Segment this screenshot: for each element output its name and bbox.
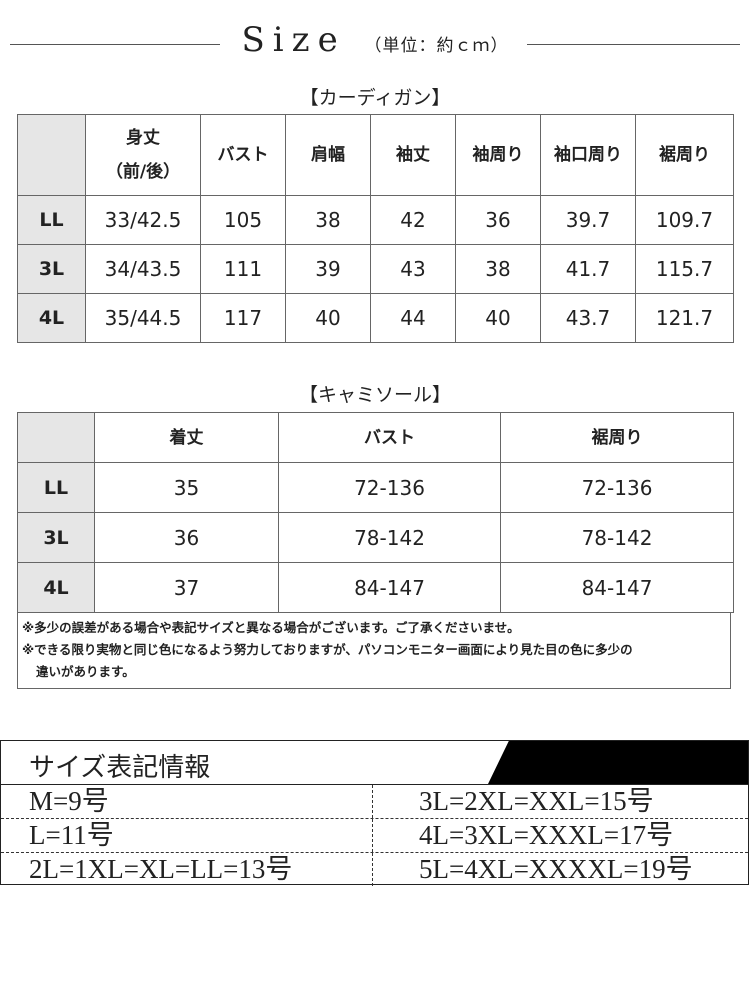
column-header: 裾周り — [635, 114, 734, 196]
table-cell: 115.7 — [635, 244, 734, 294]
header-arrow-decoration — [488, 741, 748, 784]
table-cell: 43.7 — [540, 293, 636, 343]
note: ※多少の誤差がある場合や表記サイズと異なる場合がございます。ご了承くださいませ。 — [22, 620, 520, 635]
corner-cell — [17, 114, 86, 196]
size-label: LL — [17, 195, 86, 245]
camisole-size-table: 着丈 バスト 裾周り LL 35 72-136 72-136 3L 36 78-142 78-142… — [17, 412, 734, 613]
table-cell: 84-147 — [500, 562, 734, 613]
table-cell: 35/44.5 — [85, 293, 201, 343]
size-label: LL — [17, 462, 95, 513]
size-info-row: M=9号 3L=2XL=XXL=15号 — [1, 785, 748, 819]
size-equivalence: L=11号 — [29, 820, 114, 850]
table-cell: 37 — [94, 562, 279, 613]
divider — [527, 44, 740, 45]
size-info-row: 2L=1XL=XL=LL=13号 5L=4XL=XXXXL=19号 — [1, 853, 748, 886]
column-header: 着丈 — [94, 412, 279, 463]
size-label: 4L — [17, 293, 86, 343]
table-cell: 36 — [455, 195, 541, 245]
table-cell: 111 — [200, 244, 286, 294]
column-header: 身丈 （前/後） — [85, 114, 201, 196]
cardigan-title: 【カーディガン】 — [299, 87, 451, 109]
table-cell: 39 — [285, 244, 371, 294]
table-cell: 84-147 — [278, 562, 501, 613]
corner-cell — [17, 412, 95, 463]
table-cell: 40 — [455, 293, 541, 343]
divider — [10, 44, 220, 45]
table-row: LL 33/42.5 105 38 42 36 39.7 109.7 — [17, 195, 734, 245]
table-cell: 109.7 — [635, 195, 734, 245]
column-header: 袖丈 — [370, 114, 456, 196]
table-cell: 39.7 — [540, 195, 636, 245]
table-cell: 72-136 — [278, 462, 501, 513]
table-cell: 33/42.5 — [85, 195, 201, 245]
column-header: 肩幅 — [285, 114, 371, 196]
table-cell: 43 — [370, 244, 456, 294]
table-cell: 78-142 — [278, 512, 501, 563]
size-equivalence: 5L=4XL=XXXXL=19号 — [371, 853, 748, 886]
table-row: 3L 36 78-142 78-142 — [17, 512, 734, 563]
note: 違いがあります。 — [36, 664, 135, 679]
size-equivalence: 2L=1XL=XL=LL=13号 — [29, 854, 293, 884]
table-cell: 38 — [285, 195, 371, 245]
table-cell: 72-136 — [500, 462, 734, 513]
table-row: LL 35 72-136 72-136 — [17, 462, 734, 513]
note: ※できる限り実物と同じ色になるよう努力しておりますが、パソコンモニター画面により… — [22, 642, 633, 657]
table-cell: 36 — [94, 512, 279, 563]
size-equivalence: M=9号 — [29, 786, 109, 816]
size-info-title: サイズ表記情報 — [29, 753, 211, 782]
size-label: 3L — [17, 512, 95, 563]
page-title: Size （単位：約ｃｍ） — [241, 20, 509, 60]
size-info-box: サイズ表記情報 M=9号 3L=2XL=XXL=15号 L=11号 4L=3XL=XX… — [0, 740, 749, 886]
table-row: 4L 37 84-147 84-147 — [17, 562, 734, 613]
table-cell: 35 — [94, 462, 279, 513]
size-label: 4L — [17, 562, 95, 613]
cardigan-size-table: 身丈 （前/後） バスト 肩幅 袖丈 袖周り 袖口周り 裾周り LL 33/42.5 105 38 4… — [17, 114, 734, 343]
size-info-row: L=11号 4L=3XL=XXXL=17号 — [1, 819, 748, 853]
column-header: バスト — [200, 114, 286, 196]
column-header: バスト — [278, 412, 501, 463]
table-cell: 38 — [455, 244, 541, 294]
table-cell: 40 — [285, 293, 371, 343]
column-header: 袖口周り — [540, 114, 636, 196]
table-row: 3L 34/43.5 111 39 43 38 41.7 115.7 — [17, 244, 734, 294]
table-cell: 78-142 — [500, 512, 734, 563]
notes: ※多少の誤差がある場合や表記サイズと異なる場合がございます。ご了承くださいませ。… — [17, 613, 731, 689]
size-label: 3L — [17, 244, 86, 294]
size-equivalence: 4L=3XL=XXXL=17号 — [371, 819, 748, 852]
column-header: 袖周り — [455, 114, 541, 196]
table-cell: 117 — [200, 293, 286, 343]
camisole-title: 【キャミソール】 — [298, 384, 451, 406]
size-equivalence: 3L=2XL=XXL=15号 — [371, 785, 748, 818]
table-row: 4L 35/44.5 117 40 44 40 43.7 121.7 — [17, 293, 734, 343]
table-cell: 42 — [370, 195, 456, 245]
table-cell: 34/43.5 — [85, 244, 201, 294]
table-cell: 105 — [200, 195, 286, 245]
table-cell: 121.7 — [635, 293, 734, 343]
table-cell: 41.7 — [540, 244, 636, 294]
table-cell: 44 — [370, 293, 456, 343]
column-header: 裾周り — [500, 412, 734, 463]
